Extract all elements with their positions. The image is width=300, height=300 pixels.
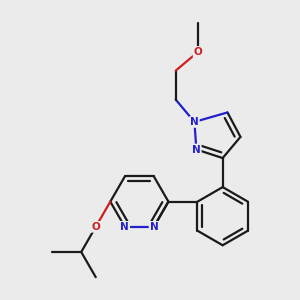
Text: N: N	[149, 222, 158, 232]
Text: O: O	[92, 222, 100, 232]
Text: N: N	[190, 117, 199, 127]
Text: N: N	[121, 222, 129, 232]
Text: N: N	[192, 145, 201, 154]
Text: O: O	[194, 47, 202, 57]
